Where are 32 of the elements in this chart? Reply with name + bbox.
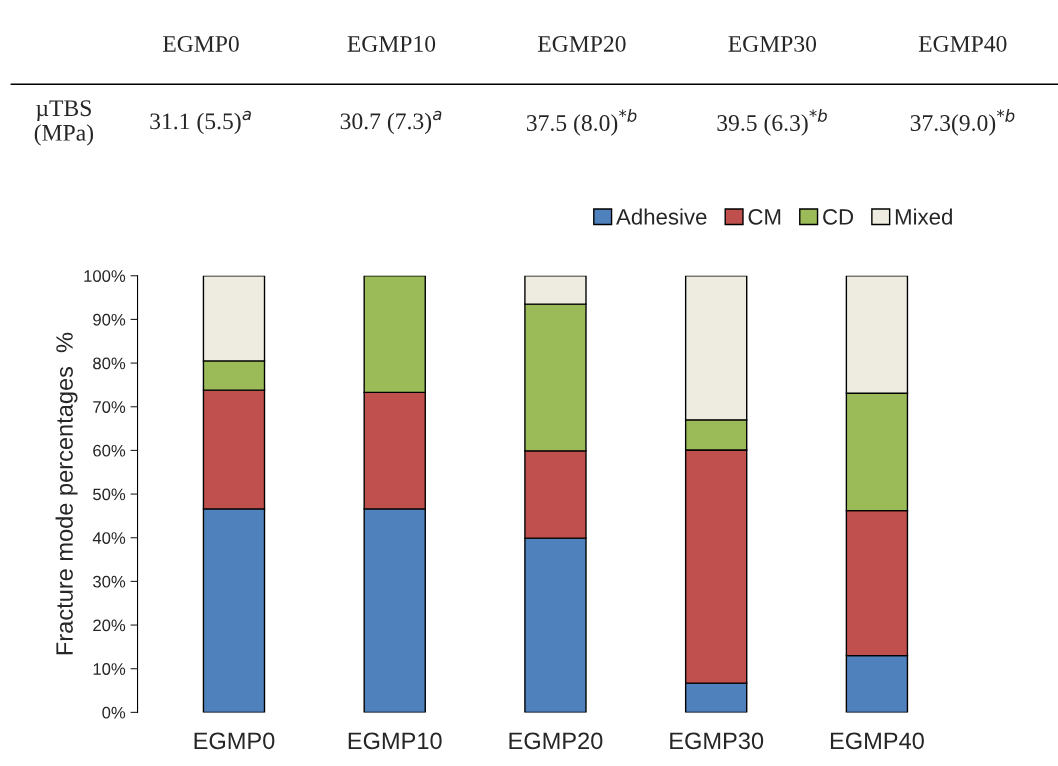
y-tick-label: 30% bbox=[93, 575, 126, 588]
y-tick-label: 70% bbox=[93, 401, 126, 413]
category-label: EGMP30 bbox=[728, 35, 817, 52]
legend-label: Adhesive bbox=[616, 208, 707, 225]
y-tick-label: 90% bbox=[93, 313, 126, 326]
x-tick-label: EGMP10 bbox=[348, 732, 442, 750]
text: 37.5 (8.0)$^{*b}$ bbox=[526, 109, 637, 136]
y-tick-label: 20% bbox=[93, 619, 126, 632]
text: 31.1 (5.5)$^{a}$ bbox=[150, 110, 251, 135]
y-tick-label: 100% bbox=[84, 270, 126, 282]
x-tick-label: EGMP40 bbox=[830, 732, 924, 750]
y-tick-label: 60% bbox=[93, 444, 126, 457]
y-tick-label: 50% bbox=[93, 488, 126, 501]
y-tick-label: 40% bbox=[92, 532, 126, 544]
text: 30.7 (7.3)$^{a}$ bbox=[340, 110, 442, 135]
category-label: EGMP0 bbox=[163, 35, 239, 52]
legend-label: Mixed bbox=[895, 208, 952, 225]
category-label: EGMP40 bbox=[918, 35, 1007, 52]
x-tick-label: EGMP20 bbox=[509, 732, 603, 750]
text: 37.3(9.0)$^{*b}$ bbox=[910, 109, 1015, 136]
y-tick-label: 10% bbox=[93, 663, 126, 675]
x-tick-label: EGMP0 bbox=[194, 732, 275, 750]
legend-label: CD bbox=[823, 209, 854, 225]
y-axis-title: Fracture mode percentages % bbox=[55, 332, 78, 655]
category-label: EGMP10 bbox=[347, 35, 436, 52]
legend-label: CM bbox=[748, 209, 781, 225]
y-tick-label: 80% bbox=[93, 357, 126, 370]
category-label: EGMP20 bbox=[537, 35, 626, 52]
x-tick-label: EGMP30 bbox=[670, 732, 764, 750]
y-tick-label: 0% bbox=[102, 706, 126, 719]
text: µTBS (MPa) bbox=[34, 100, 94, 146]
text: 39.5 (6.3)$^{*b}$ bbox=[717, 109, 827, 136]
